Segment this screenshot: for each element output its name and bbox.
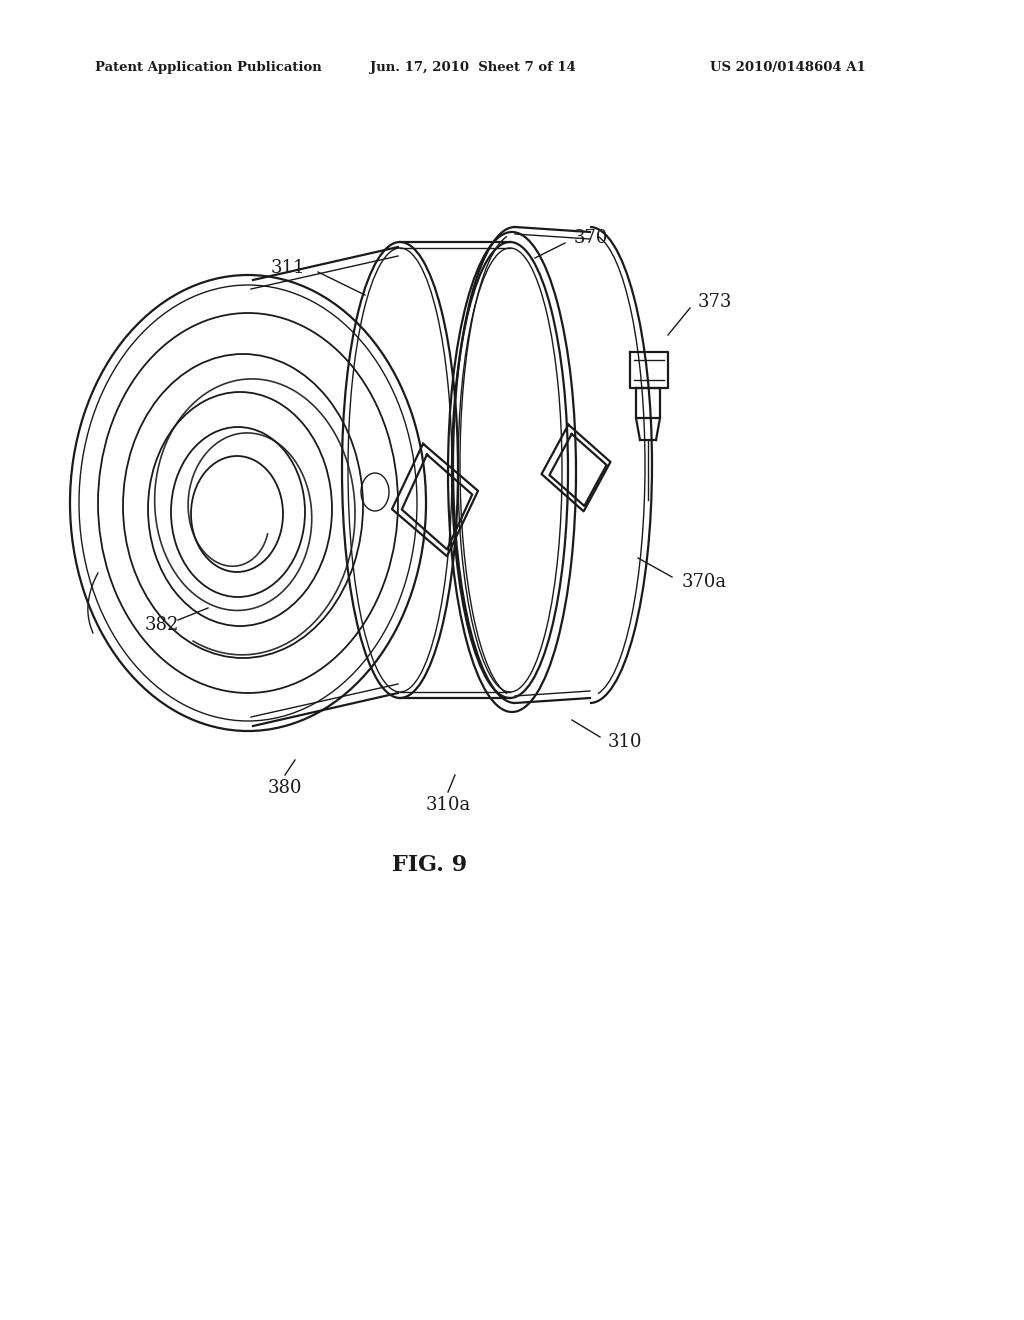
Text: 310a: 310a [425,796,471,814]
Text: FIG. 9: FIG. 9 [392,854,468,876]
Text: 370a: 370a [682,573,727,591]
Text: 382: 382 [145,616,179,634]
Text: 373: 373 [698,293,732,312]
Text: 370: 370 [574,228,608,247]
Text: US 2010/0148604 A1: US 2010/0148604 A1 [710,62,865,74]
Text: Jun. 17, 2010  Sheet 7 of 14: Jun. 17, 2010 Sheet 7 of 14 [370,62,575,74]
Text: Patent Application Publication: Patent Application Publication [95,62,322,74]
Text: 380: 380 [267,779,302,797]
Text: 311: 311 [270,259,305,277]
Text: 310: 310 [608,733,642,751]
